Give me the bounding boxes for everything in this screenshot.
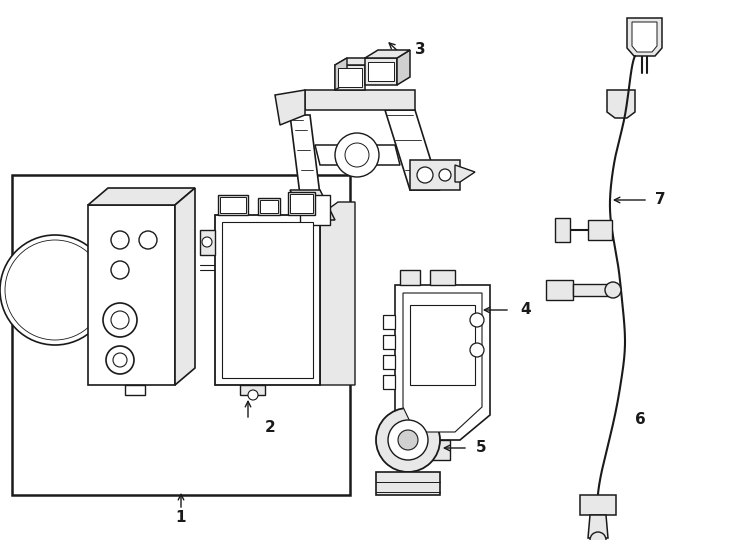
Circle shape — [345, 143, 369, 167]
Polygon shape — [88, 205, 175, 385]
Circle shape — [106, 346, 134, 374]
Text: 5: 5 — [476, 441, 487, 456]
Bar — [12, 175, 350, 495]
Circle shape — [113, 353, 127, 367]
Polygon shape — [455, 165, 475, 182]
Text: 6: 6 — [635, 413, 646, 428]
Polygon shape — [383, 335, 395, 349]
Polygon shape — [222, 222, 313, 378]
Polygon shape — [627, 18, 662, 56]
Polygon shape — [240, 385, 265, 395]
Circle shape — [590, 532, 606, 540]
Polygon shape — [288, 192, 315, 215]
Polygon shape — [425, 440, 450, 460]
Polygon shape — [338, 68, 362, 87]
Polygon shape — [588, 220, 612, 240]
Circle shape — [111, 311, 129, 329]
Text: 7: 7 — [655, 192, 666, 207]
Polygon shape — [260, 200, 278, 213]
Polygon shape — [410, 305, 475, 385]
Polygon shape — [290, 115, 320, 195]
Circle shape — [111, 261, 129, 279]
Polygon shape — [300, 195, 330, 225]
Polygon shape — [607, 90, 635, 118]
Circle shape — [439, 169, 451, 181]
Polygon shape — [632, 22, 657, 52]
Polygon shape — [175, 188, 195, 385]
Circle shape — [417, 167, 433, 183]
Circle shape — [376, 408, 440, 472]
Polygon shape — [305, 90, 415, 110]
Text: 4: 4 — [520, 302, 531, 318]
Polygon shape — [383, 315, 395, 329]
Polygon shape — [220, 197, 246, 213]
Polygon shape — [275, 90, 305, 125]
Polygon shape — [400, 270, 420, 285]
Polygon shape — [383, 375, 395, 389]
Circle shape — [139, 231, 157, 249]
Polygon shape — [580, 495, 616, 515]
Polygon shape — [335, 58, 378, 65]
Circle shape — [0, 235, 110, 345]
Polygon shape — [546, 280, 573, 300]
Polygon shape — [365, 58, 397, 85]
Polygon shape — [383, 355, 395, 369]
Polygon shape — [335, 58, 347, 90]
Circle shape — [103, 303, 137, 337]
Polygon shape — [397, 50, 410, 85]
Polygon shape — [573, 284, 608, 296]
Polygon shape — [395, 285, 490, 440]
Polygon shape — [368, 62, 394, 81]
Polygon shape — [290, 190, 335, 220]
Polygon shape — [315, 145, 400, 165]
Polygon shape — [290, 194, 313, 213]
Circle shape — [248, 390, 258, 400]
Polygon shape — [215, 215, 320, 385]
Circle shape — [111, 231, 129, 249]
Circle shape — [470, 343, 484, 357]
Circle shape — [470, 313, 484, 327]
Polygon shape — [365, 50, 410, 58]
Polygon shape — [200, 230, 215, 255]
Polygon shape — [320, 202, 355, 385]
Circle shape — [335, 133, 379, 177]
Circle shape — [5, 240, 105, 340]
Text: 3: 3 — [415, 43, 426, 57]
Text: 2: 2 — [265, 421, 276, 435]
Polygon shape — [430, 270, 455, 285]
Polygon shape — [88, 188, 195, 205]
Circle shape — [388, 420, 428, 460]
Circle shape — [398, 430, 418, 450]
Polygon shape — [588, 515, 608, 538]
Text: 1: 1 — [175, 510, 186, 525]
Polygon shape — [258, 198, 280, 215]
Polygon shape — [335, 65, 365, 90]
Polygon shape — [403, 293, 482, 432]
Polygon shape — [125, 385, 145, 395]
Polygon shape — [555, 218, 570, 242]
Polygon shape — [376, 472, 440, 495]
Polygon shape — [218, 195, 248, 215]
Circle shape — [605, 282, 621, 298]
Circle shape — [202, 237, 212, 247]
Polygon shape — [410, 160, 460, 190]
Polygon shape — [385, 110, 440, 190]
